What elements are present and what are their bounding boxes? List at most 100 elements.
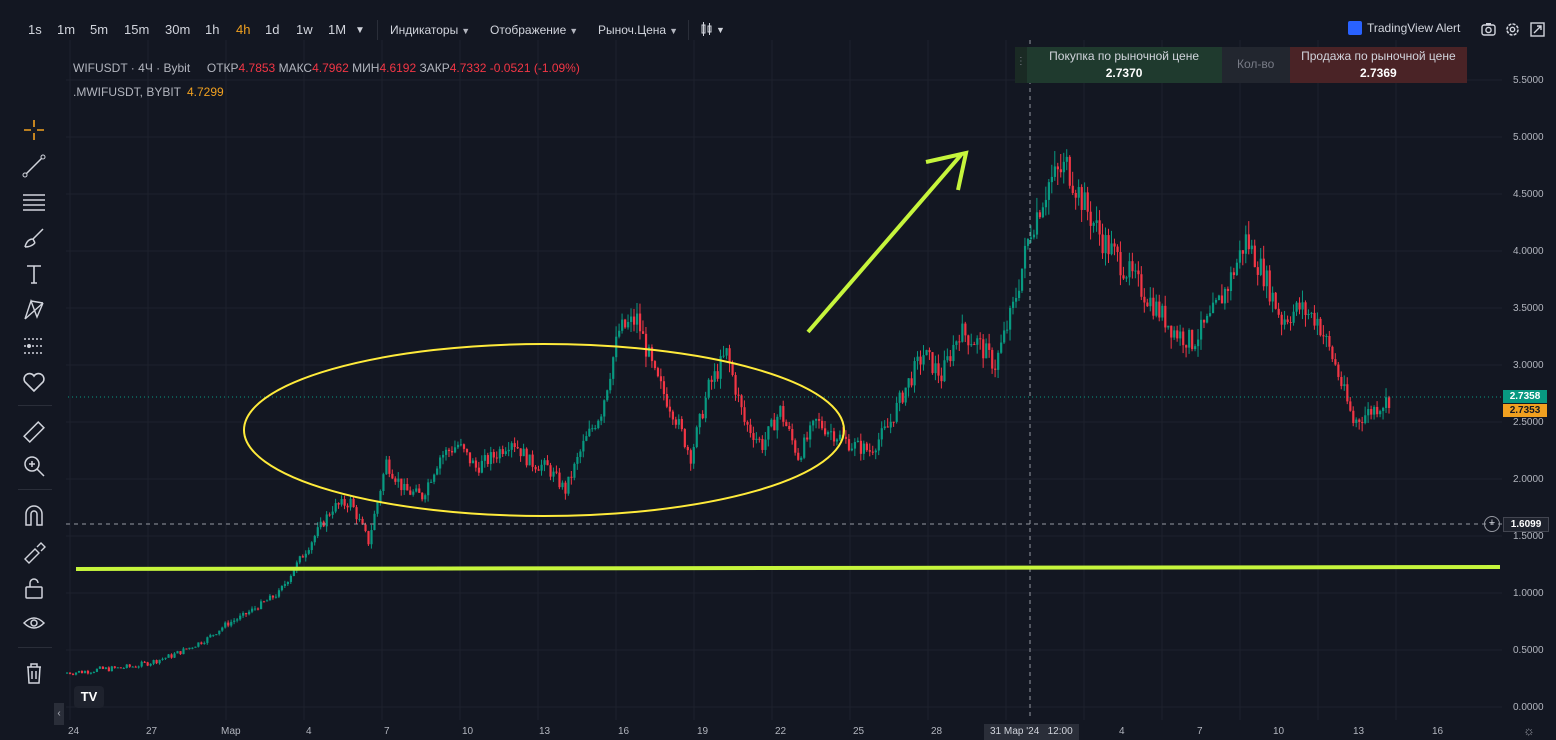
timeframe-4h[interactable]: 4h [236,22,251,37]
timeframe-dropdown-icon[interactable]: ▼ [355,25,365,36]
gear-icon[interactable] [1505,22,1520,40]
timeframe-1M[interactable]: 1M [328,22,347,37]
candle-body [1208,313,1212,316]
candle-body [988,343,991,350]
timeframe-30m[interactable]: 30m [165,22,191,37]
prediction-icon[interactable] [19,331,49,361]
price-tick: 2.0000 [1513,474,1544,485]
candle-body [462,444,466,449]
candle-body [659,376,663,382]
consolidation-ellipse[interactable] [243,343,845,517]
candle-body [1307,313,1310,316]
candle-body [221,627,224,631]
symbol-name[interactable]: WIFUSDT [73,61,128,75]
candle-body [528,454,531,466]
candle-body [483,455,486,461]
trash-icon[interactable] [19,658,49,688]
candle-body [1017,290,1021,299]
candle-body [1161,305,1164,318]
price-tick: 0.5000 [1513,645,1544,656]
crosshair-icon[interactable] [19,115,49,145]
price-chart[interactable] [66,40,1502,720]
candle-body [367,531,370,545]
candle-body [635,313,639,325]
candle-body [686,447,689,451]
tradingview-alert-button[interactable]: TradingView Alert [1348,21,1460,39]
candle-body [83,670,87,674]
time-settings-icon[interactable]: ☼ [1523,723,1535,738]
fullscreen-icon[interactable] [1530,22,1545,40]
candle-body [1322,335,1325,337]
candle-body [537,469,540,471]
timeframe-5m[interactable]: 5m [90,22,109,37]
candle-body [549,465,552,477]
candle-body [1032,234,1036,238]
last-price-tag: 2.7358 [1503,390,1547,403]
candle-body [474,460,478,468]
pattern-icon[interactable] [19,295,49,325]
candle-body [152,660,155,664]
timeframe-1w[interactable]: 1w [296,22,313,37]
drag-handle-icon[interactable]: ⋮ [1015,47,1027,83]
lock-drawing-icon[interactable] [19,537,49,567]
timeframe-1d[interactable]: 1d [265,22,280,37]
time-tick: 4 [1119,726,1125,737]
candle-body [1023,245,1027,269]
market-price-menu[interactable]: Рыноч.Цена ▼ [598,23,678,37]
fib-retracement-icon[interactable] [19,187,49,217]
time-tick: 7 [384,726,390,737]
chevron-down-icon[interactable]: ▼ [716,25,725,35]
candle-body [937,363,940,376]
candle-body [627,321,630,328]
candle-body [647,347,651,357]
magnet-icon[interactable] [19,501,49,531]
candle-body [394,478,397,482]
brush-icon[interactable] [19,223,49,253]
support-line[interactable] [75,565,1501,571]
indicators-menu[interactable]: Индикаторы ▼ [390,23,470,37]
heart-icon[interactable] [19,367,49,397]
buy-price: 2.7370 [1105,66,1143,80]
camera-icon[interactable] [1481,22,1496,39]
eye-icon[interactable] [19,608,49,638]
ruler-icon[interactable] [19,417,49,447]
timeframe-1s[interactable]: 1s [28,22,42,37]
candle-body [1185,345,1188,348]
candle-body [985,343,988,359]
candle-body [865,443,868,451]
timeframe-15m[interactable]: 15m [124,22,150,37]
candle-body [376,502,379,514]
candle-body [576,456,579,464]
candle-body [391,473,394,479]
low-value: 4.6192 [379,61,417,75]
candle-body [215,634,218,636]
candle-body [295,562,298,571]
text-icon[interactable] [19,259,49,289]
candles-type-icon[interactable] [700,22,714,39]
candle-body [265,600,269,602]
buy-market-button[interactable]: Покупка по рыночной цене 2.7370 [1026,47,1222,83]
candle-body [546,460,549,466]
secondary-symbol[interactable]: .MWIFUSDT, BYBIT [73,85,181,99]
unlock-icon[interactable] [19,573,49,603]
zoom-in-icon[interactable] [19,451,49,481]
sell-market-button[interactable]: Продажа по рыночной цене 2.7369 [1289,47,1467,83]
candle-body [325,514,328,527]
display-menu[interactable]: Отображение ▼ [490,23,578,37]
candle-body [1235,262,1239,276]
collapse-toolbar-icon[interactable]: ‹ [54,703,64,725]
add-alert-plus-icon[interactable]: + [1484,516,1500,532]
quantity-field[interactable]: Кол-во [1221,47,1290,83]
timeframe-1m[interactable]: 1m [57,22,76,37]
candle-body [343,499,346,506]
trend-arrow[interactable] [806,153,963,334]
candle-body [859,440,863,454]
toolbar-divider [18,405,52,406]
timeframe-1h[interactable]: 1h [205,22,220,37]
trend-line-icon[interactable] [19,151,49,181]
candle-body [1211,302,1215,314]
candle-body [277,590,281,597]
candle-body [1229,272,1233,292]
candle-body [919,356,922,365]
candle-body [788,426,791,430]
